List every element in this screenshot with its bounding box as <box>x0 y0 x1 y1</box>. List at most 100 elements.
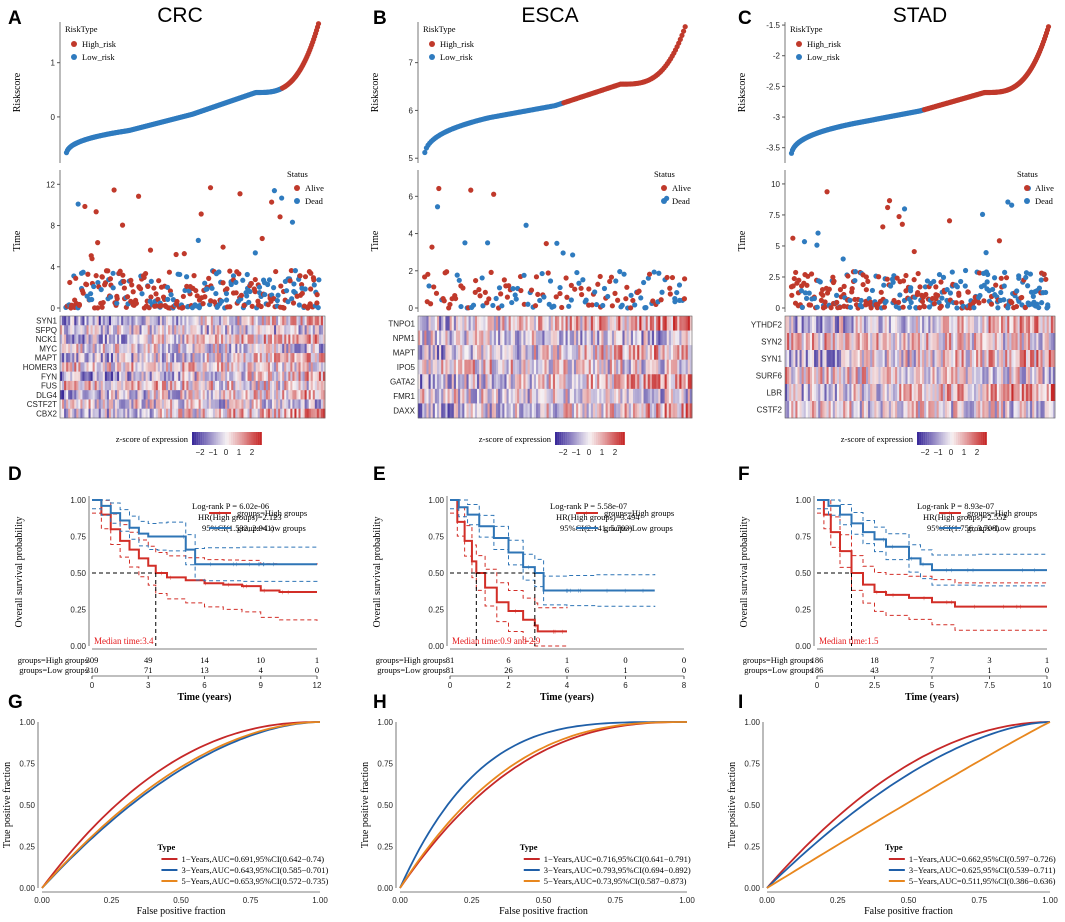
heatmap-cell <box>660 359 663 375</box>
heatmap-cell <box>294 316 297 326</box>
heatmap-cell <box>647 388 651 404</box>
heatmap-cell <box>807 384 811 402</box>
heatmap-cell <box>853 384 857 402</box>
colorbar-step <box>606 432 609 445</box>
heatmap-cell <box>198 343 202 354</box>
panel-letter: A <box>8 8 22 29</box>
heatmap-cell <box>978 384 981 402</box>
heatmap-cell <box>241 316 244 326</box>
heatmap-cell <box>106 353 110 363</box>
heatmap-cell <box>274 399 277 410</box>
roc-legend-entry: 5−Years,AUC=0.653,95%CI(0.572−0.735) <box>181 876 328 886</box>
status-point <box>145 283 151 290</box>
heatmap-cell <box>866 401 869 419</box>
heatmap-cell <box>137 371 140 382</box>
heatmap-cell <box>206 408 210 419</box>
heatmap-cell <box>905 384 908 402</box>
heatmap-cell <box>460 330 463 346</box>
heatmap-cell <box>182 390 185 400</box>
heatmap-cell <box>84 334 87 345</box>
heatmap-cell <box>68 390 71 400</box>
heatmap-cell <box>188 334 191 345</box>
heatmap-cell <box>502 345 505 361</box>
status-point <box>996 238 1003 244</box>
heatmap-cell <box>184 399 187 410</box>
heatmap-cell <box>243 390 246 400</box>
heatmap-cell <box>616 345 619 361</box>
heatmap-cell <box>957 316 960 334</box>
heatmap-cell <box>269 353 273 363</box>
heatmap-cell <box>1023 333 1027 351</box>
heatmap-cell <box>125 334 128 345</box>
heatmap-cell <box>468 345 472 361</box>
heatmap-cell <box>895 367 898 385</box>
heatmap-cell <box>253 343 257 354</box>
heatmap-cell <box>609 374 613 390</box>
heatmap-cell <box>214 399 218 410</box>
heatmap-cell <box>913 333 917 351</box>
heatmap-cell <box>605 345 609 361</box>
heatmap-cell <box>635 345 638 361</box>
heatmap-cell <box>449 374 453 390</box>
heatmap-cell <box>1038 367 1041 385</box>
legend-dot-high <box>796 41 802 47</box>
heatmap-cell <box>272 390 275 400</box>
heatmap-cell <box>115 362 118 372</box>
status-point <box>988 301 995 307</box>
heatmap-cell <box>216 343 220 354</box>
heatmap-cell <box>455 316 459 331</box>
heatmap-cell <box>131 408 134 419</box>
heatmap-cell <box>180 316 183 326</box>
heatmap-cell <box>145 371 149 382</box>
status-point <box>277 214 283 220</box>
status-point <box>85 271 91 277</box>
heatmap-cell <box>174 390 177 400</box>
heatmap-cell <box>131 316 134 326</box>
status-point <box>931 278 937 285</box>
heatmap-cell <box>64 316 67 326</box>
heatmap-cell <box>74 334 77 345</box>
heatmap-cell <box>683 330 687 346</box>
heatmap-cell <box>493 403 497 419</box>
heatmap-cell <box>849 350 852 368</box>
status-point <box>107 276 114 282</box>
heatmap-cell <box>635 316 638 331</box>
heatmap-cell <box>157 362 161 372</box>
heatmap-cell <box>818 316 821 334</box>
heatmap-cell <box>308 325 312 335</box>
heatmap-cell <box>115 380 118 391</box>
heatmap-cell <box>284 316 287 326</box>
km-y-tick-label: 0.00 <box>428 642 444 651</box>
status-point <box>88 291 94 297</box>
heatmap-cell <box>210 390 214 400</box>
heatmap-cell <box>68 362 71 372</box>
heatmap-cell <box>239 399 242 410</box>
heatmap-cell <box>654 330 657 346</box>
status-point <box>431 284 437 290</box>
heatmap-cell <box>944 367 948 385</box>
heatmap-cell <box>791 384 794 402</box>
heatmap-cell <box>926 367 929 385</box>
heatmap-cell <box>924 384 927 402</box>
heatmap-cell <box>100 334 104 345</box>
heatmap-cell <box>971 333 975 351</box>
status-legend-alive: Alive <box>1035 183 1054 193</box>
heatmap-cell <box>1013 333 1016 351</box>
heatmap-cell <box>186 334 189 345</box>
heatmap-cell <box>96 334 100 345</box>
heatmap-cell <box>789 367 792 385</box>
heatmap-cell <box>641 403 644 419</box>
roc-x-tick-label: 0.00 <box>34 896 50 905</box>
km-y-tick-label: 0.75 <box>70 533 86 542</box>
heatmap-cell <box>231 316 234 326</box>
heatmap-cell <box>614 403 617 419</box>
heatmap-cell <box>984 401 987 419</box>
heatmap-cell <box>66 371 69 382</box>
colorbar-tick: 1 <box>237 448 242 457</box>
status-point <box>636 288 642 294</box>
heatmap-cell <box>801 384 805 402</box>
heatmap-cell <box>934 384 938 402</box>
heatmap-cell <box>261 316 265 326</box>
heatmap-cell <box>832 333 836 351</box>
heatmap-cell <box>1052 367 1056 385</box>
